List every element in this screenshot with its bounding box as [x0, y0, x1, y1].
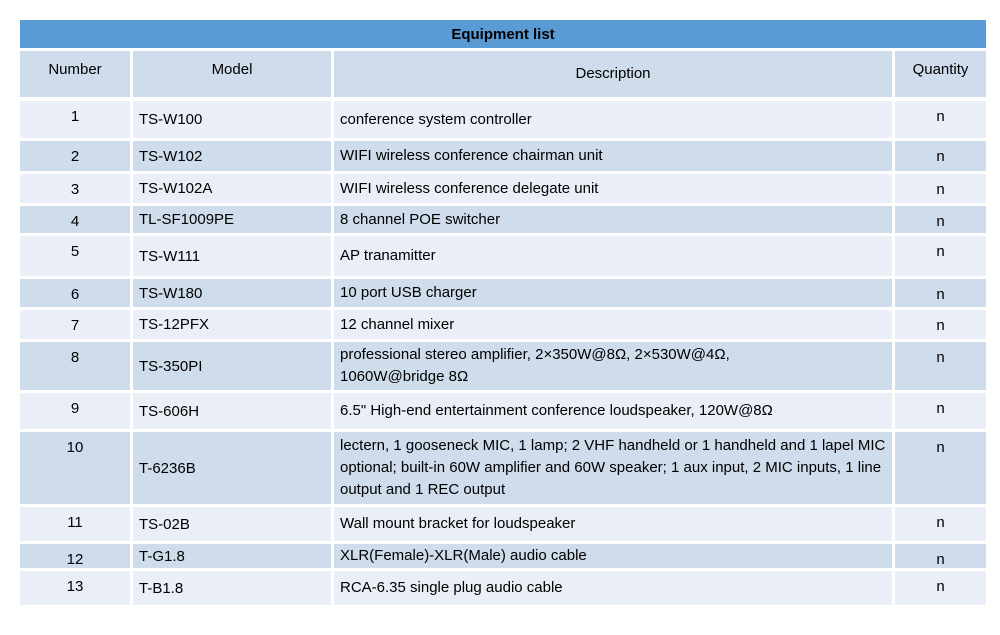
table-row: 10 T-6236B lectern, 1 gooseneck MIC, 1 l…	[20, 432, 986, 504]
table-row: 1 TS-W100 conference system controller n	[20, 101, 986, 138]
cell-quantity: n	[936, 286, 945, 303]
cell-model: TS-350PI	[133, 342, 334, 390]
table-row: 11 TS-02B Wall mount bracket for loudspe…	[20, 507, 986, 541]
cell-model: TS-12PFX	[133, 310, 334, 339]
cell-description: Wall mount bracket for loudspeaker	[334, 507, 895, 541]
cell-description: 6.5" High-end entertainment conference l…	[334, 393, 895, 429]
cell-number: 1	[20, 101, 133, 138]
table-row: 7 TS-12PFX 12 channel mixer n	[20, 310, 986, 339]
cell-model: T-B1.8	[133, 571, 334, 605]
cell-description: lectern, 1 gooseneck MIC, 1 lamp; 2 VHF …	[334, 432, 895, 504]
table-row: 12 T-G1.8 XLR(Female)-XLR(Male) audio ca…	[20, 544, 986, 568]
cell-number: 6	[20, 279, 133, 307]
equipment-table: Equipment list Number Model Description …	[20, 20, 986, 608]
cell-number: 5	[20, 236, 133, 276]
cell-quantity: n	[936, 349, 945, 366]
col-header-quantity: Quantity	[912, 61, 969, 78]
cell-quantity: n	[936, 400, 945, 417]
cell-number: 2	[20, 141, 133, 171]
cell-quantity: n	[936, 213, 945, 230]
cell-description: WIFI wireless conference chairman unit	[334, 141, 895, 171]
cell-model: TS-02B	[133, 507, 334, 541]
cell-description: AP tranamitter	[334, 236, 895, 276]
table-title-bar: Equipment list	[20, 20, 986, 48]
cell-number: 3	[20, 174, 133, 203]
cell-number: 9	[20, 393, 133, 429]
table-row: 5 TS-W111 AP tranamitter n	[20, 236, 986, 276]
cell-description: 8 channel POE switcher	[334, 206, 895, 233]
cell-quantity: n	[936, 514, 945, 531]
table-row: 13 T-B1.8 RCA-6.35 single plug audio cab…	[20, 571, 986, 605]
cell-model: TL-SF1009PE	[133, 206, 334, 233]
cell-description: professional stereo amplifier, 2×350W@8Ω…	[334, 342, 895, 390]
cell-description: RCA-6.35 single plug audio cable	[334, 571, 895, 605]
cell-number: 10	[20, 432, 133, 504]
cell-description: 12 channel mixer	[334, 310, 895, 339]
cell-model: TS-W102A	[133, 174, 334, 203]
cell-number: 7	[20, 310, 133, 339]
table-header-row: Number Model Description Quantity	[20, 51, 986, 97]
cell-model: TS-W100	[133, 101, 334, 138]
cell-quantity: n	[936, 439, 945, 456]
cell-number: 11	[20, 507, 133, 541]
table-row: 3 TS-W102A WIFI wireless conference dele…	[20, 174, 986, 203]
cell-model: T-G1.8	[133, 544, 334, 568]
cell-quantity: n	[936, 317, 945, 334]
cell-quantity: n	[936, 148, 945, 165]
table-title: Equipment list	[451, 25, 555, 43]
table-row: 4 TL-SF1009PE 8 channel POE switcher n	[20, 206, 986, 233]
col-header-number: Number	[20, 51, 133, 97]
cell-number: 13	[20, 571, 133, 605]
cell-model: TS-W111	[133, 236, 334, 276]
table-row: 8 TS-350PI professional stereo amplifier…	[20, 342, 986, 390]
table-row: 6 TS-W180 10 port USB charger n	[20, 279, 986, 307]
cell-quantity: n	[936, 578, 945, 595]
cell-quantity: n	[936, 108, 945, 125]
cell-model: TS-W102	[133, 141, 334, 171]
cell-number: 4	[20, 206, 133, 233]
col-header-model: Model	[133, 51, 334, 97]
table-body: 1 TS-W100 conference system controller n…	[20, 101, 986, 605]
table-row: 9 TS-606H 6.5" High-end entertainment co…	[20, 393, 986, 429]
col-header-description: Description	[334, 51, 895, 97]
cell-quantity: n	[936, 181, 945, 198]
cell-quantity: n	[936, 243, 945, 260]
cell-number: 8	[20, 342, 133, 390]
table-row: 2 TS-W102 WIFI wireless conference chair…	[20, 141, 986, 171]
cell-quantity: n	[936, 551, 945, 568]
cell-description: XLR(Female)-XLR(Male) audio cable	[334, 544, 895, 568]
cell-description: conference system controller	[334, 101, 895, 138]
cell-model: TS-606H	[133, 393, 334, 429]
cell-number: 12	[20, 544, 133, 568]
cell-model: T-6236B	[133, 432, 334, 504]
cell-description: WIFI wireless conference delegate unit	[334, 174, 895, 203]
cell-description: 10 port USB charger	[334, 279, 895, 307]
cell-model: TS-W180	[133, 279, 334, 307]
